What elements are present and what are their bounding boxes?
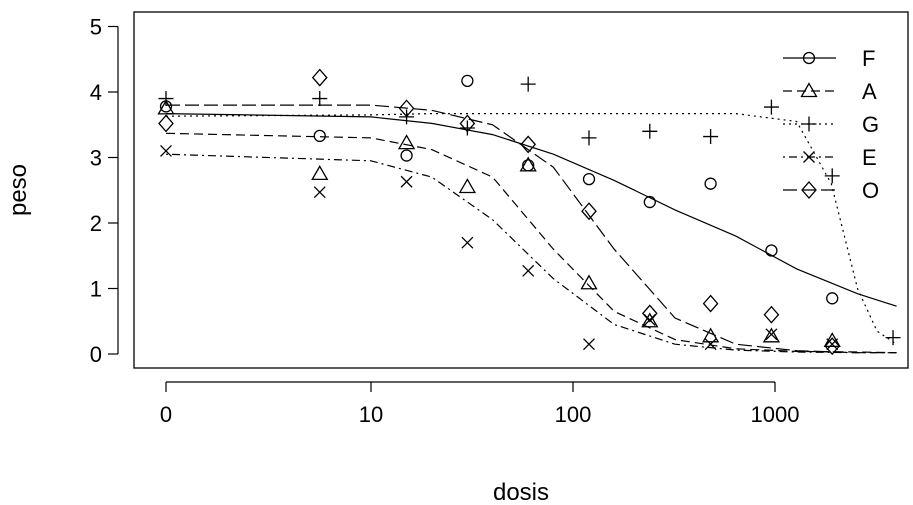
x-tick-label: 1000 xyxy=(751,402,800,427)
point-E-7 xyxy=(704,338,717,351)
point-F-9 xyxy=(826,292,839,305)
point-F-6 xyxy=(643,195,656,209)
x-tick-label: 10 xyxy=(359,402,383,427)
point-F-2 xyxy=(400,149,413,162)
point-A-8 xyxy=(762,327,781,343)
point-G-5 xyxy=(581,130,597,146)
curve-E xyxy=(165,153,897,354)
legend-label-E: E xyxy=(862,145,877,170)
point-A-4 xyxy=(519,156,537,172)
point-G-3 xyxy=(459,120,475,136)
point-E-9 xyxy=(826,338,839,351)
point-E-2 xyxy=(400,175,413,188)
legend-marker-O xyxy=(801,181,817,199)
point-F-7 xyxy=(704,177,717,190)
curve-G xyxy=(165,112,897,345)
point-O-9 xyxy=(824,337,841,356)
point-G-9 xyxy=(824,168,840,184)
point-G-0 xyxy=(158,91,174,107)
point-O-2 xyxy=(398,99,415,118)
y-tick-label: 2 xyxy=(90,211,102,236)
y-tick-label: 0 xyxy=(90,342,102,367)
point-G-8 xyxy=(763,99,779,115)
fit-curves xyxy=(165,104,897,354)
y-tick-label: 1 xyxy=(90,277,102,302)
point-A-7 xyxy=(701,327,720,343)
point-A-0 xyxy=(157,99,175,115)
point-O-8 xyxy=(763,305,780,324)
x-tick-label: 0 xyxy=(160,402,172,427)
curve-A xyxy=(165,132,897,354)
point-O-6 xyxy=(641,304,658,323)
point-A-6 xyxy=(641,312,659,328)
legend-marker-E xyxy=(803,151,815,163)
point-E-8 xyxy=(765,328,778,341)
legend-label-O: O xyxy=(862,178,879,203)
point-O-1 xyxy=(311,68,328,87)
point-A-1 xyxy=(311,165,329,181)
point-O-7 xyxy=(702,294,719,313)
point-E-4 xyxy=(522,264,535,277)
point-G-1 xyxy=(312,91,328,107)
point-G-6 xyxy=(642,123,658,139)
plot-frame xyxy=(133,11,909,369)
point-G-10 xyxy=(885,330,901,346)
point-G-4 xyxy=(520,76,536,92)
x-axis: 0 10 100 1000 xyxy=(160,381,800,427)
point-E-1 xyxy=(313,186,326,199)
point-O-0 xyxy=(158,114,174,133)
curve-O xyxy=(166,104,897,354)
x-axis-title: dosis xyxy=(493,479,549,505)
point-F-1 xyxy=(313,129,326,143)
x-tick-label: 100 xyxy=(555,402,592,427)
point-F-5 xyxy=(582,172,596,186)
point-A-3 xyxy=(458,178,477,194)
y-tick-label: 3 xyxy=(90,146,102,171)
point-O-4 xyxy=(520,135,537,154)
curve-F xyxy=(165,113,897,307)
point-O-3 xyxy=(459,114,476,133)
point-G-7 xyxy=(703,129,719,145)
point-E-3 xyxy=(461,236,474,249)
y-tick-label: 4 xyxy=(90,80,102,105)
data-points xyxy=(157,68,901,356)
legend-marker-F xyxy=(802,51,816,65)
y-tick-label: 5 xyxy=(90,15,102,40)
legend-label-A: A xyxy=(862,79,877,104)
point-F-8 xyxy=(765,244,778,257)
point-A-2 xyxy=(397,134,416,150)
point-F-3 xyxy=(461,74,474,88)
legend-marker-G xyxy=(801,116,817,132)
point-E-5 xyxy=(583,338,595,351)
point-E-0 xyxy=(160,144,172,157)
legend-marker-A xyxy=(800,82,818,98)
y-axis-title: peso xyxy=(5,164,32,216)
point-A-5 xyxy=(580,274,598,290)
legend-label-F: F xyxy=(862,46,875,71)
legend-label-G: G xyxy=(862,112,879,137)
y-axis: 0 1 2 3 4 5 xyxy=(90,15,119,367)
point-O-5 xyxy=(581,202,597,221)
